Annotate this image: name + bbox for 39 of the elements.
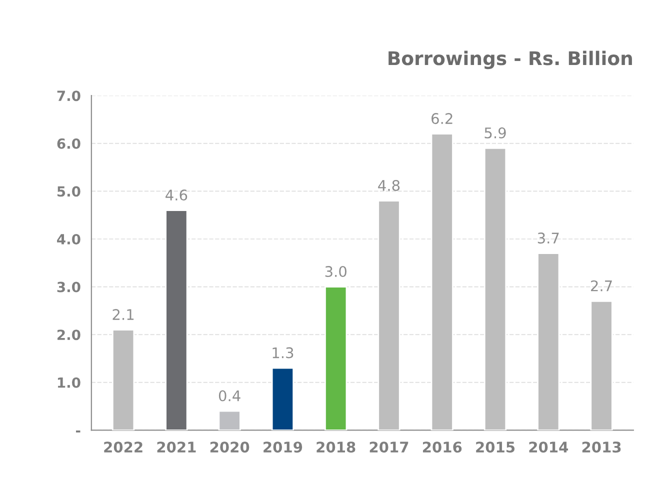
x-tick-label: 2013 [582, 442, 621, 453]
bar [165, 210, 188, 430]
bar [271, 367, 294, 430]
x-tick-label: 2019 [264, 442, 302, 453]
x-tick-label: 2017 [370, 442, 408, 453]
data-label: 3.0 [325, 266, 346, 278]
bar [590, 300, 613, 430]
y-tick-label: 3.0 [57, 282, 80, 292]
x-tick-label: 2015 [476, 442, 515, 453]
x-tick-label: 2022 [104, 442, 142, 453]
data-label: 4.8 [378, 180, 400, 191]
data-label: 6.2 [432, 113, 452, 124]
bar [218, 410, 241, 430]
y-tick-label: 1.0 [58, 377, 80, 388]
bar [324, 286, 348, 430]
bar [378, 200, 400, 430]
data-label: 2.1 [112, 309, 134, 320]
bar [430, 133, 454, 430]
y-tick-label: 5.0 [57, 186, 80, 197]
x-tick-label: 2014 [529, 442, 568, 453]
x-tick-label: 2018 [316, 442, 356, 453]
y-tick-label: 6.0 [57, 138, 80, 149]
y-tick-label: - [76, 430, 80, 432]
x-tick-label: 2016 [422, 442, 462, 453]
bar [112, 329, 135, 430]
x-tick-label: 2021 [157, 442, 196, 453]
data-label: 0.4 [218, 390, 240, 402]
bar [484, 147, 507, 430]
data-label: 2.7 [591, 280, 612, 292]
y-tick-label: 7.0 [57, 90, 80, 102]
y-tick-label: 2.0 [58, 330, 80, 340]
chart-title: Borrowings - Rs. Billion [388, 50, 632, 70]
x-tick-label: 2020 [210, 442, 250, 453]
data-label: 5.9 [484, 127, 506, 138]
data-label: 1.3 [272, 347, 294, 358]
data-label: 3.7 [538, 232, 559, 244]
y-tick-label: 4.0 [57, 234, 80, 244]
bar [537, 252, 560, 430]
data-label: 4.6 [166, 190, 188, 201]
